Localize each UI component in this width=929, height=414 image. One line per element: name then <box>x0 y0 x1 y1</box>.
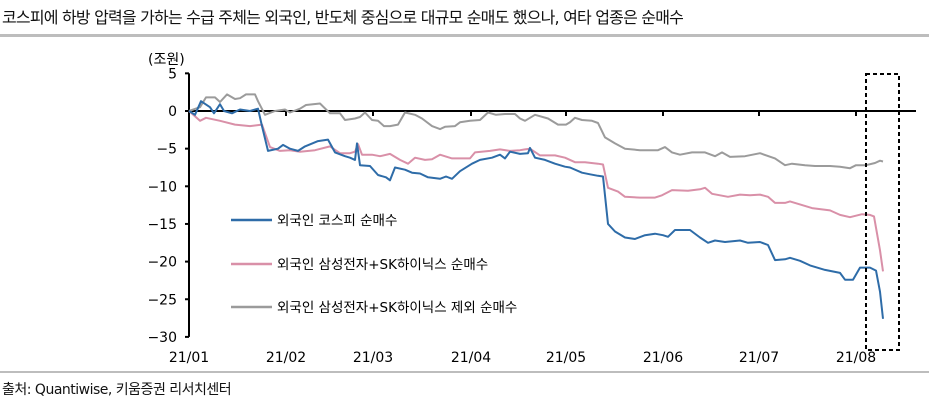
y-tick-label: −25 <box>147 292 177 308</box>
series-line <box>188 100 884 319</box>
x-tick-label: 21/04 <box>451 350 491 366</box>
legend-label: 외국인 삼성전자+SK하이닉스 순매수 <box>277 257 488 273</box>
y-tick-label: 0 <box>168 104 177 120</box>
x-tick-label: 21/07 <box>739 350 779 366</box>
y-tick-label: −15 <box>147 217 177 233</box>
y-tick-label: −5 <box>156 142 177 158</box>
series-lines <box>188 93 884 319</box>
y-tick-label: −10 <box>147 179 177 195</box>
bottom-divider <box>0 371 929 373</box>
x-tick-label: 21/02 <box>266 350 306 366</box>
x-tick-label: 21/06 <box>643 350 683 366</box>
series-line <box>188 93 884 170</box>
source-note: 출처: Quantiwise, 키움증권 리서치센터 <box>2 382 232 398</box>
y-axis-unit-label: (조원) <box>148 52 185 68</box>
x-axis: 21/01 21/02 21/03 21/04 21/05 21/06 21/07 21/08 <box>169 110 916 366</box>
y-tick-label: −20 <box>147 255 177 271</box>
x-tick-label: 21/03 <box>353 350 393 366</box>
x-tick-label: 21/01 <box>169 350 209 366</box>
top-divider <box>0 34 929 37</box>
x-tick-label: 21/08 <box>836 350 876 366</box>
y-tick-label: −30 <box>147 330 177 346</box>
y-tick-label: 5 <box>168 66 177 82</box>
legend-label: 외국인 코스피 순매수 <box>277 213 397 229</box>
series-line <box>188 110 884 272</box>
y-axis: 5 0 −5 −10 −15 −20 −25 −30 <box>147 66 190 346</box>
legend-label: 외국인 삼성전자+SK하이닉스 제외 순매수 <box>277 300 517 316</box>
chart-title: 코스피에 하방 압력을 가하는 수급 주체는 외국인, 반도체 중심으로 대규모… <box>2 8 684 27</box>
highlight-box-annotation <box>865 73 900 351</box>
x-tick-label: 21/05 <box>546 350 586 366</box>
